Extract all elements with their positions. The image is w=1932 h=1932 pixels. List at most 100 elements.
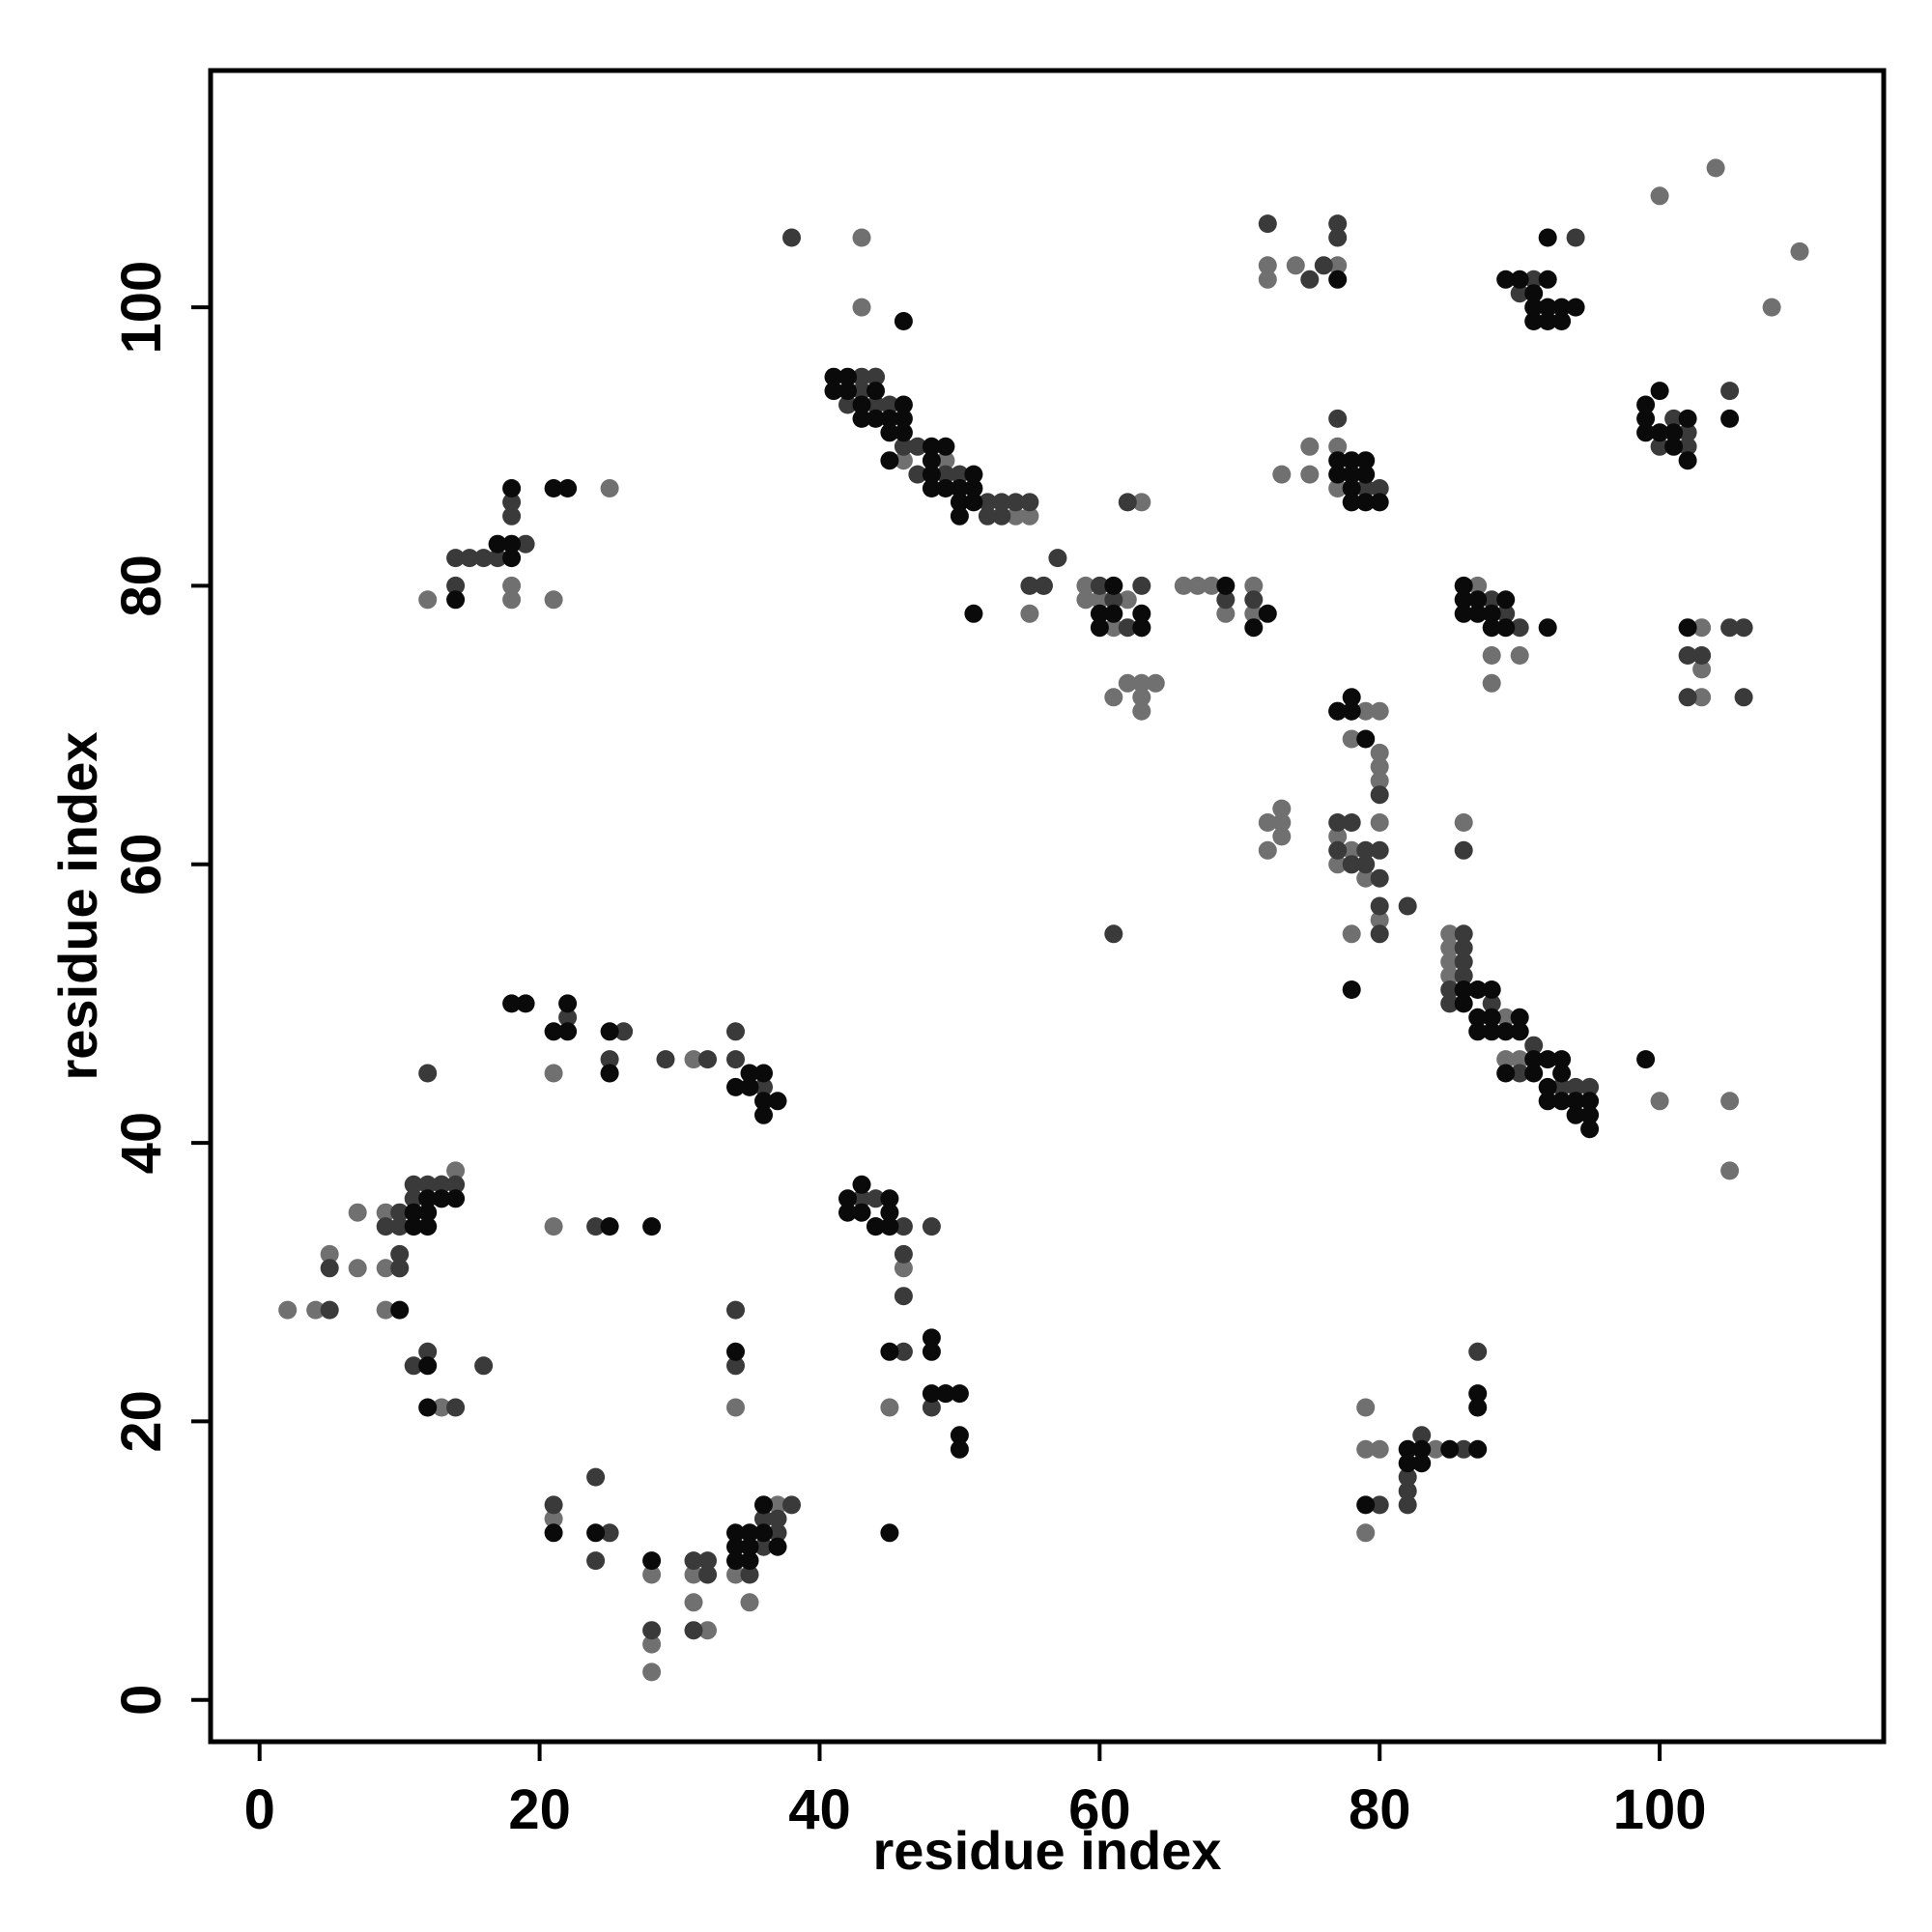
contact-point (852, 395, 871, 414)
contact-point (1552, 298, 1572, 317)
contact-point (1398, 896, 1417, 916)
contact-point (1636, 409, 1656, 428)
contact-point (936, 437, 955, 456)
contact-point (418, 1342, 438, 1361)
contact-point (867, 409, 885, 428)
contact-point (642, 1551, 662, 1571)
contact-point (1342, 688, 1361, 707)
contact-point (1356, 868, 1376, 888)
contact-point (376, 1259, 395, 1278)
contact-point (1398, 1454, 1417, 1473)
contact-point (1650, 423, 1669, 442)
contact-point (782, 1495, 801, 1515)
contact-point (1020, 604, 1039, 623)
contact-point (404, 1217, 423, 1236)
contact-point (1524, 284, 1544, 303)
contact-point (404, 1175, 423, 1194)
contact-point (1006, 493, 1025, 512)
contact-point (1328, 465, 1348, 484)
contact-point (1524, 1064, 1544, 1083)
contact-point (1454, 1439, 1473, 1459)
contact-point (1104, 590, 1123, 610)
contact-point (600, 1050, 619, 1069)
contact-point (1664, 423, 1684, 442)
points-layer (278, 158, 1809, 1682)
contact-point (740, 1523, 759, 1543)
contact-point (1370, 743, 1389, 762)
x-tick-label: 100 (1613, 1778, 1707, 1841)
contact-point (446, 1398, 466, 1417)
contact-point (754, 1509, 773, 1528)
contact-point (404, 1203, 423, 1222)
contact-point (516, 534, 535, 554)
contact-point (1258, 813, 1277, 832)
contact-point (852, 409, 871, 428)
contact-point (1272, 799, 1292, 818)
contact-point (1440, 966, 1460, 985)
contact-point (768, 1092, 787, 1111)
contact-point (740, 1593, 759, 1612)
contact-point (1538, 312, 1557, 330)
contact-point (1048, 549, 1067, 568)
contact-point (1678, 423, 1697, 442)
contact-point (1720, 1092, 1740, 1111)
contact-point (1356, 493, 1376, 512)
contact-point (1510, 1022, 1529, 1041)
contact-point (446, 549, 466, 568)
contact-point (726, 1537, 745, 1556)
contact-point (642, 1217, 662, 1236)
contact-point (1510, 1008, 1529, 1027)
contact-point (1552, 1050, 1572, 1069)
contact-point (1020, 506, 1039, 526)
contact-point (1454, 813, 1473, 832)
contact-point (1104, 604, 1123, 623)
contact-point (894, 1259, 913, 1278)
contact-point (1510, 270, 1529, 289)
contact-point (544, 1064, 563, 1083)
contact-point (1510, 1064, 1529, 1083)
contact-point (1440, 938, 1460, 957)
contact-point (950, 1439, 969, 1459)
contact-point (1482, 673, 1501, 693)
contact-point (1328, 855, 1348, 874)
contact-point (754, 1495, 773, 1515)
contact-point (1300, 437, 1320, 456)
contact-point (894, 1217, 913, 1236)
contact-point (1468, 1022, 1488, 1041)
contact-point (1356, 451, 1376, 470)
contact-point (698, 1050, 717, 1069)
contact-point (1104, 688, 1123, 707)
contact-point (278, 1300, 298, 1320)
contact-point (1678, 451, 1697, 470)
contact-point (1454, 938, 1473, 957)
contact-point (867, 382, 885, 401)
contact-point (838, 367, 857, 386)
contact-point (1496, 1022, 1516, 1041)
contact-point (1566, 1092, 1585, 1111)
contact-point (726, 1022, 745, 1041)
plot-frame (208, 68, 1887, 1745)
contact-point (740, 1064, 759, 1083)
contact-point (488, 534, 507, 554)
contact-point (1468, 1398, 1488, 1417)
contact-point (1762, 298, 1781, 317)
x-tick-label: 20 (508, 1778, 571, 1841)
contact-point (880, 451, 899, 470)
contact-point (894, 409, 913, 428)
contact-point (1356, 840, 1376, 860)
contact-point (1356, 1523, 1376, 1543)
contact-point (1356, 479, 1376, 497)
contact-point (1482, 604, 1501, 623)
contact-point (558, 479, 578, 497)
contact-point (1426, 1439, 1445, 1459)
contact-point (1090, 618, 1109, 638)
contact-point (1678, 646, 1697, 665)
x-tick-label: 40 (788, 1778, 851, 1841)
contact-point (1496, 1064, 1516, 1083)
contact-point (1482, 994, 1501, 1013)
contact-point (1300, 465, 1320, 484)
y-tick-label: 100 (110, 261, 173, 355)
contact-point (474, 549, 494, 568)
contact-point (1342, 479, 1361, 497)
contact-point (1202, 576, 1221, 595)
